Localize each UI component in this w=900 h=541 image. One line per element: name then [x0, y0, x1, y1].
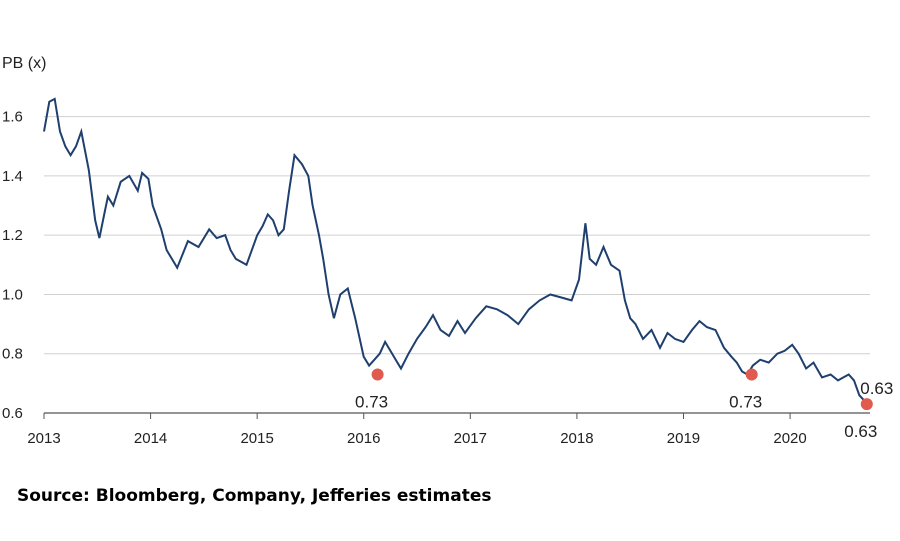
y-tick-label: 1.4: [2, 168, 23, 185]
gridlines: [44, 116, 870, 414]
annotation-label-upper: 0.63: [860, 379, 893, 398]
x-tick-label: 2013: [27, 430, 60, 447]
y-tick-label: 0.8: [2, 346, 23, 363]
x-tick-label: 2019: [667, 430, 700, 447]
y-tick-label: 1.0: [2, 286, 23, 303]
x-tick-label: 2017: [454, 430, 487, 447]
annotation-marker: [371, 368, 384, 381]
y-tick-labels: 0.6 0.8 1.0 1.2 1.4 1.6: [2, 109, 23, 422]
pb-series-line: [43, 97, 866, 402]
x-tick-label: 2020: [773, 430, 806, 447]
annotation-marker: [860, 398, 873, 411]
annotation-label: 0.73: [355, 392, 388, 411]
y-tick-label: 0.6: [2, 405, 23, 422]
x-tick-label: 2015: [240, 430, 273, 447]
annotation-label: 0.63: [844, 422, 877, 441]
x-tick-label: 2014: [134, 430, 167, 447]
x-tick-label: 2018: [560, 430, 593, 447]
x-tick-label: 2016: [347, 430, 380, 447]
annotation-label: 0.73: [729, 392, 762, 411]
source-note: Source: Bloomberg, Company, Jefferies es…: [17, 486, 492, 506]
annotation-marker: [745, 368, 758, 381]
y-tick-label: 1.6: [2, 109, 23, 126]
pb-line-chart: PB (x) 0.60.81.01.21.41.6 2013 2014 2015 20…: [2, 55, 893, 447]
x-tick-labels: 2013 2014 2015 2016 2017 2018 2019 2020: [27, 413, 807, 447]
y-axis-label: PB (x): [2, 55, 46, 72]
y-tick-label: 1.2: [2, 227, 23, 244]
annotation-markers: 0.73 0.73 0.63 0.63: [355, 368, 893, 441]
